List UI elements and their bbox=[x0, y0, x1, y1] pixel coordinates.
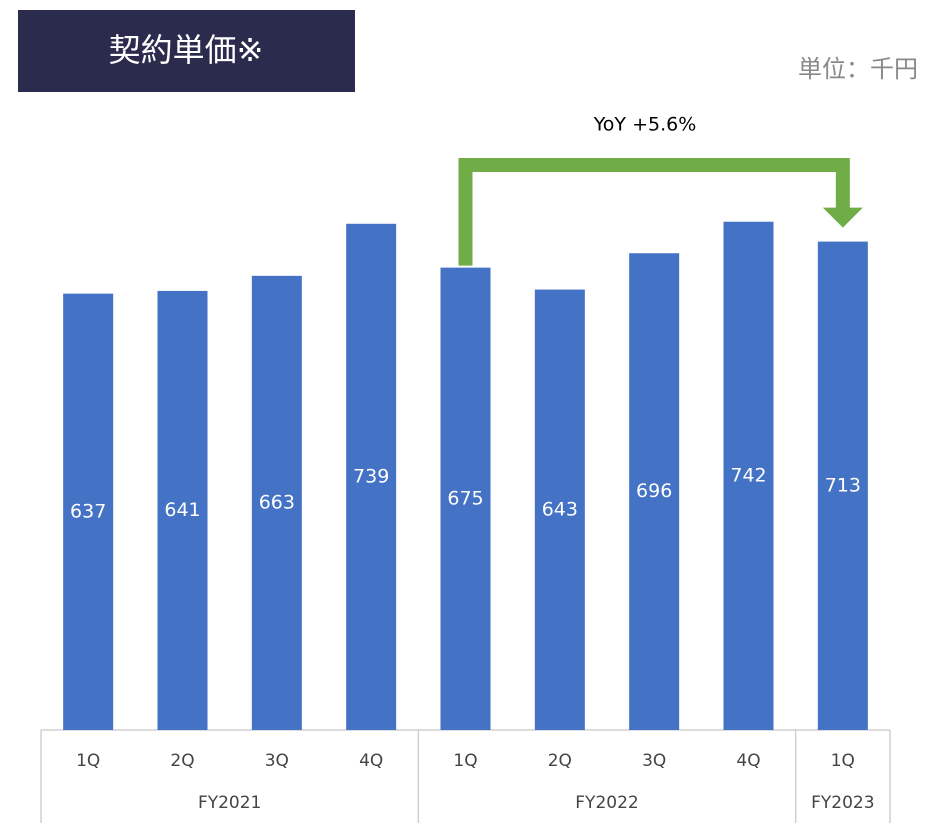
bar bbox=[251, 275, 302, 730]
x-tick-label: 4Q bbox=[736, 751, 760, 771]
x-tick-label: 1Q bbox=[76, 751, 100, 771]
x-tick-label: 3Q bbox=[642, 751, 666, 771]
yoy-arrow bbox=[458, 158, 850, 266]
bar bbox=[817, 241, 868, 730]
x-tick-label: 3Q bbox=[265, 751, 289, 771]
bar bbox=[63, 293, 114, 730]
value-label: 739 bbox=[353, 465, 389, 487]
bar bbox=[440, 267, 491, 730]
bar bbox=[534, 289, 585, 730]
value-label: 675 bbox=[447, 487, 483, 509]
x-tick-label: 2Q bbox=[548, 751, 572, 771]
bar bbox=[157, 290, 208, 730]
bar bbox=[629, 253, 680, 731]
chart-title: 契約単価※ bbox=[109, 31, 264, 69]
value-label: 663 bbox=[259, 491, 295, 513]
value-label: 742 bbox=[730, 464, 766, 486]
title-box bbox=[18, 10, 355, 92]
bar bbox=[346, 223, 397, 730]
group-label: FY2023 bbox=[811, 793, 874, 813]
value-label: 641 bbox=[164, 499, 200, 521]
bar bbox=[723, 221, 774, 731]
yoy-arrowhead bbox=[822, 207, 863, 228]
value-label: 713 bbox=[825, 474, 861, 496]
value-label: 643 bbox=[542, 498, 578, 520]
x-tick-label: 2Q bbox=[170, 751, 194, 771]
x-tick-label: 1Q bbox=[453, 751, 477, 771]
value-label: 637 bbox=[70, 500, 106, 522]
x-tick-label: 4Q bbox=[359, 751, 383, 771]
group-label: FY2021 bbox=[198, 793, 261, 813]
unit-label: 単位：千円 bbox=[798, 55, 918, 83]
x-tick-label: 1Q bbox=[831, 751, 855, 771]
value-label: 696 bbox=[636, 480, 672, 502]
group-label: FY2022 bbox=[575, 793, 638, 813]
annotation: YoY +5.6% bbox=[593, 114, 697, 136]
